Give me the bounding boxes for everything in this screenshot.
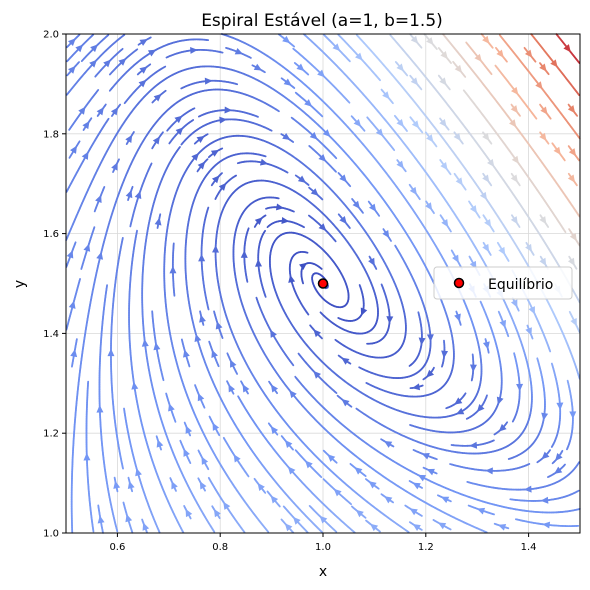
streamline-segment [445, 406, 449, 410]
streamline-segment [365, 381, 369, 385]
streamline-segment [178, 146, 181, 150]
streamline-arrow [141, 338, 149, 347]
streamline-segment [149, 162, 153, 166]
streamline-segment [263, 154, 267, 158]
streamline-arrow [474, 53, 482, 62]
streamline-segment [361, 210, 364, 214]
streamline-segment [577, 214, 581, 218]
streamlines [65, 33, 581, 534]
streamline-arrow [482, 35, 490, 44]
streamline-arrow [496, 396, 504, 405]
streamline-segment [263, 229, 267, 234]
streamline-arrow [535, 81, 543, 90]
chart-title: Espiral Estável (a=1, b=1.5) [201, 11, 443, 31]
streamline-arrow [288, 274, 296, 283]
streamline-segment [334, 338, 338, 342]
streamline-segment [282, 505, 286, 509]
streamline-arrow [509, 119, 517, 128]
streamline-segment [467, 504, 472, 508]
streamline-segment [507, 457, 512, 460]
streamline-segment [577, 242, 581, 247]
streamline-arrow [456, 407, 465, 415]
streamline-segment [577, 92, 581, 97]
streamline-segment [294, 375, 298, 380]
streamline-arrow [191, 152, 199, 161]
streamline-segment [337, 317, 341, 320]
streamline-segment [490, 45, 494, 49]
streamline-arrow [212, 244, 220, 253]
streamline-arrow [541, 412, 549, 421]
streamline-segment [489, 71, 493, 76]
streamline-segment [405, 128, 408, 132]
streamline-segment [276, 109, 280, 113]
streamline-segment [434, 144, 438, 148]
streamline-segment [550, 444, 554, 448]
streamline-segment [355, 407, 359, 411]
streamline-segment [577, 299, 581, 304]
streamline-segment [409, 424, 413, 427]
streamline-segment [269, 128, 273, 132]
streamline-segment [117, 158, 120, 162]
streamline-arrow [479, 191, 488, 201]
streamline-segment [319, 311, 323, 315]
streamline-segment [449, 229, 452, 233]
streamline-arrow [289, 390, 297, 399]
streamline-arrow [417, 474, 427, 482]
